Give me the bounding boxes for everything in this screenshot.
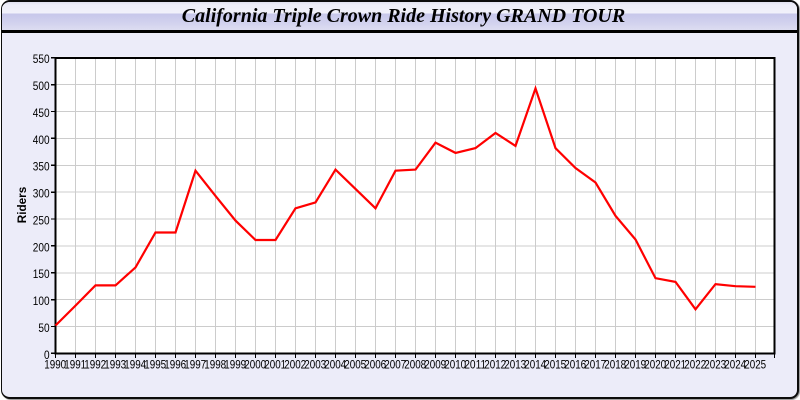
svg-text:250: 250: [33, 213, 50, 227]
svg-text:2010: 2010: [444, 358, 466, 372]
svg-text:2012: 2012: [484, 358, 506, 372]
svg-text:2014: 2014: [524, 358, 546, 372]
svg-text:50: 50: [38, 321, 49, 335]
svg-text:1990: 1990: [44, 358, 66, 372]
svg-text:2008: 2008: [404, 358, 426, 372]
svg-text:2023: 2023: [704, 358, 726, 372]
svg-text:400: 400: [33, 133, 50, 147]
svg-text:2022: 2022: [684, 358, 706, 372]
svg-text:300: 300: [33, 187, 50, 201]
svg-text:1996: 1996: [164, 358, 186, 372]
svg-text:1997: 1997: [184, 358, 206, 372]
svg-text:2004: 2004: [324, 358, 346, 372]
svg-text:2011: 2011: [464, 358, 486, 372]
svg-text:1998: 1998: [204, 358, 226, 372]
svg-text:350: 350: [33, 160, 50, 174]
svg-text:0: 0: [44, 348, 50, 362]
svg-text:100: 100: [33, 294, 50, 308]
svg-text:450: 450: [33, 106, 50, 120]
svg-text:1994: 1994: [124, 358, 146, 372]
svg-text:550: 550: [33, 52, 50, 66]
svg-text:1995: 1995: [144, 358, 166, 372]
svg-text:2015: 2015: [544, 358, 566, 372]
svg-text:2009: 2009: [424, 358, 446, 372]
svg-text:2018: 2018: [604, 358, 626, 372]
svg-text:2001: 2001: [264, 358, 286, 372]
svg-text:500: 500: [33, 79, 50, 93]
svg-text:2025: 2025: [744, 358, 766, 372]
svg-text:2019: 2019: [624, 358, 646, 372]
svg-text:Riders: Riders: [15, 186, 29, 223]
svg-text:150: 150: [33, 267, 50, 281]
svg-text:200: 200: [33, 240, 50, 254]
svg-text:2002: 2002: [284, 358, 306, 372]
svg-text:2024: 2024: [724, 358, 746, 372]
svg-text:1992: 1992: [84, 358, 106, 372]
svg-text:2016: 2016: [564, 358, 586, 372]
svg-text:1993: 1993: [104, 358, 126, 372]
svg-text:1991: 1991: [64, 358, 86, 372]
svg-text:2017: 2017: [584, 358, 606, 372]
svg-text:1999: 1999: [224, 358, 246, 372]
svg-text:2013: 2013: [504, 358, 526, 372]
svg-text:2000: 2000: [244, 358, 266, 372]
svg-text:2005: 2005: [344, 358, 366, 372]
svg-text:2003: 2003: [304, 358, 326, 372]
svg-text:2007: 2007: [384, 358, 406, 372]
svg-text:2021: 2021: [664, 358, 686, 372]
svg-text:2020: 2020: [644, 358, 666, 372]
svg-text:2006: 2006: [364, 358, 386, 372]
